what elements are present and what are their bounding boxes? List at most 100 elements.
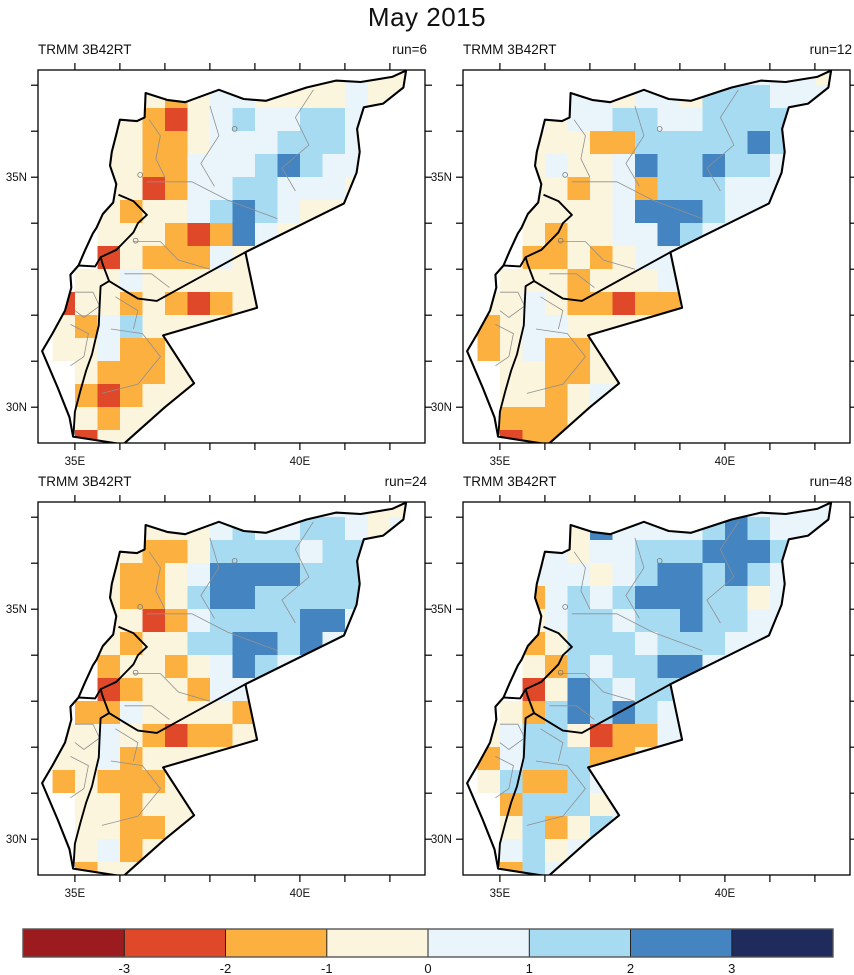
- grid-cell: [187, 200, 210, 224]
- grid-cell: [567, 177, 590, 201]
- grid-cell: [322, 131, 345, 155]
- grid-cell: [119, 586, 143, 610]
- grid-cell: [769, 85, 793, 109]
- grid-cell: [769, 563, 793, 587]
- grid-cell: [589, 223, 613, 247]
- grid-cell: [522, 315, 545, 339]
- grid-cell: [769, 517, 793, 541]
- grid-cell: [142, 246, 165, 270]
- colorbar-segment: [630, 929, 732, 957]
- dataset-label: TRMM 3B42RT: [38, 474, 132, 489]
- grid-cell: [679, 517, 703, 541]
- grid-cell: [277, 154, 300, 178]
- grid-cell: [522, 839, 545, 863]
- grid-cell: [499, 292, 523, 316]
- colorbar-tick-label: -2: [220, 961, 232, 975]
- grid-cell: [567, 108, 590, 132]
- grid-cell: [522, 816, 545, 840]
- x-tick-label: 40E: [715, 888, 736, 900]
- grid-cell: [74, 315, 98, 339]
- grid-cell: [142, 131, 165, 155]
- admin-boundary-line: [625, 105, 645, 187]
- grid-cell: [634, 338, 658, 362]
- grid-cell: [477, 770, 500, 794]
- grid-cell: [277, 609, 300, 633]
- grid-cell: [344, 540, 368, 564]
- colorbar-tick-label: 1: [526, 961, 533, 975]
- grid-cell: [567, 563, 590, 587]
- grid-cell: [702, 586, 725, 610]
- grid-cell: [119, 747, 143, 771]
- country-border: [72, 688, 111, 867]
- grid-cell: [544, 793, 568, 817]
- grid-cell: [612, 563, 635, 587]
- grid-cell: [322, 85, 345, 109]
- grid-cell: [544, 177, 568, 201]
- grid-cell: [634, 269, 658, 293]
- grid-cell: [612, 292, 635, 316]
- grid-cell: [657, 609, 680, 633]
- grid-cell: [522, 430, 545, 443]
- grid-cell: [119, 862, 143, 875]
- grid-cell: [634, 154, 658, 178]
- grid-cell: [612, 131, 635, 155]
- grid-cell: [187, 586, 210, 610]
- grid-cell: [589, 292, 613, 316]
- grid-cell: [52, 770, 75, 794]
- grid-cell: [679, 632, 703, 656]
- lake-outline: [132, 237, 139, 244]
- grid-cell: [254, 609, 278, 633]
- grid-cell: [747, 108, 770, 132]
- colorbar-tick-label: -3: [119, 961, 131, 975]
- grid-cell: [187, 292, 210, 316]
- grid-cell: [232, 223, 255, 247]
- map-canvas-run48: 35E 40E 35N 30N: [431, 495, 854, 900]
- grid-cell: [747, 85, 770, 109]
- map-canvas-run24: 35E 40E 35N 30N: [6, 495, 432, 900]
- grid-cell: [164, 839, 188, 863]
- grid-cell: [544, 678, 568, 702]
- grid-cell: [164, 154, 188, 178]
- country-border: [497, 688, 536, 867]
- grid-cell: [634, 563, 658, 587]
- grid-cell: [97, 770, 120, 794]
- colorbar-segment: [23, 929, 125, 957]
- grid-cell: [367, 502, 390, 518]
- grid-cell: [322, 177, 345, 201]
- lake-outline: [137, 604, 143, 610]
- grid-cell: [544, 361, 568, 385]
- admin-boundary-line: [200, 537, 220, 619]
- grid-cell: [254, 85, 278, 109]
- grid-cell: [769, 540, 793, 564]
- grid-cell: [209, 609, 233, 633]
- grid-cell: [634, 770, 658, 794]
- grid-cell: [187, 793, 210, 817]
- grid-cell: [679, 131, 703, 155]
- y-tick-label: 30N: [6, 834, 27, 846]
- grid-cell: [589, 85, 613, 109]
- grid-cell: [232, 108, 255, 132]
- grid-cell: [389, 108, 407, 132]
- grid-cell: [679, 154, 703, 178]
- grid-cell: [634, 108, 658, 132]
- grid-cell: [187, 177, 210, 201]
- grid-cell: [724, 502, 748, 518]
- grid-cell: [254, 632, 278, 656]
- map-panel-run48: 35E 40E 35N 30N TRMM 3B42RT run=48: [425, 472, 854, 904]
- x-tick-label: 35E: [65, 456, 86, 468]
- grid-cell: [634, 177, 658, 201]
- grid-cell: [232, 586, 255, 610]
- grid-cell: [187, 563, 210, 587]
- grid-cell: [522, 586, 545, 610]
- grid-cell: [277, 540, 300, 564]
- grid-cell: [522, 338, 545, 362]
- grid-cell: [277, 108, 300, 132]
- grid-cell: [522, 292, 545, 316]
- grid-cell: [97, 430, 120, 443]
- grid-cell: [142, 655, 165, 679]
- grid-cell: [522, 407, 545, 431]
- grid-cell: [142, 108, 165, 132]
- grid-cell: [589, 269, 613, 293]
- grid-cell: [254, 678, 278, 702]
- grid-cell: [747, 177, 770, 201]
